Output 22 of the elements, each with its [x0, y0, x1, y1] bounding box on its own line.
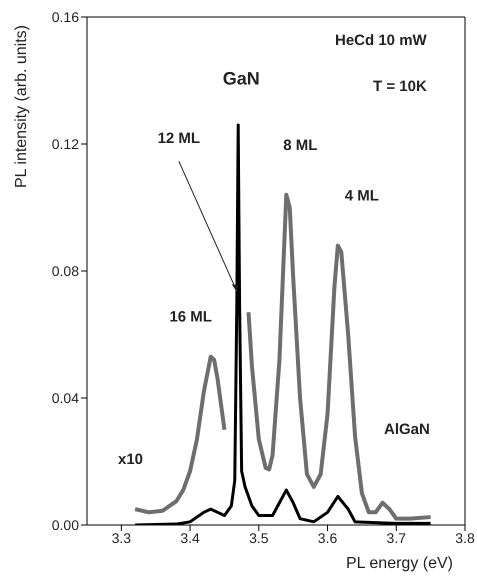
x-tick-label: 3.3 — [112, 530, 132, 546]
x-tick-label: 3.6 — [318, 530, 338, 546]
annotation: T = 10K — [373, 78, 427, 95]
annotation: GaN — [222, 68, 260, 89]
annotation: 4 ML — [344, 188, 379, 205]
y-tick-label: 0.12 — [52, 136, 80, 152]
annotation: 16 ML — [169, 308, 212, 326]
annotation: 8 ML — [283, 136, 318, 154]
y-tick-label: 0.00 — [52, 516, 80, 533]
y-axis-title: PL intensity (arb. units) — [13, 25, 30, 188]
y-tick-label: 0.04 — [52, 390, 80, 406]
annotation: 12 ML — [158, 130, 200, 148]
x-axis-title: PL energy (eV) — [346, 555, 453, 572]
y-tick-label: 0.08 — [52, 262, 80, 279]
y-tick-label: 0.16 — [52, 8, 80, 25]
annotation: x10 — [118, 451, 144, 468]
x-tick-label: 3.4 — [180, 530, 200, 546]
annotation: AlGaN — [384, 421, 430, 438]
x-tick-label: 3.5 — [249, 530, 269, 546]
x-tick-label: 3.8 — [455, 530, 475, 546]
annotation: HeCd 10 mW — [335, 32, 427, 49]
x-tick-label: 3.7 — [386, 530, 406, 546]
